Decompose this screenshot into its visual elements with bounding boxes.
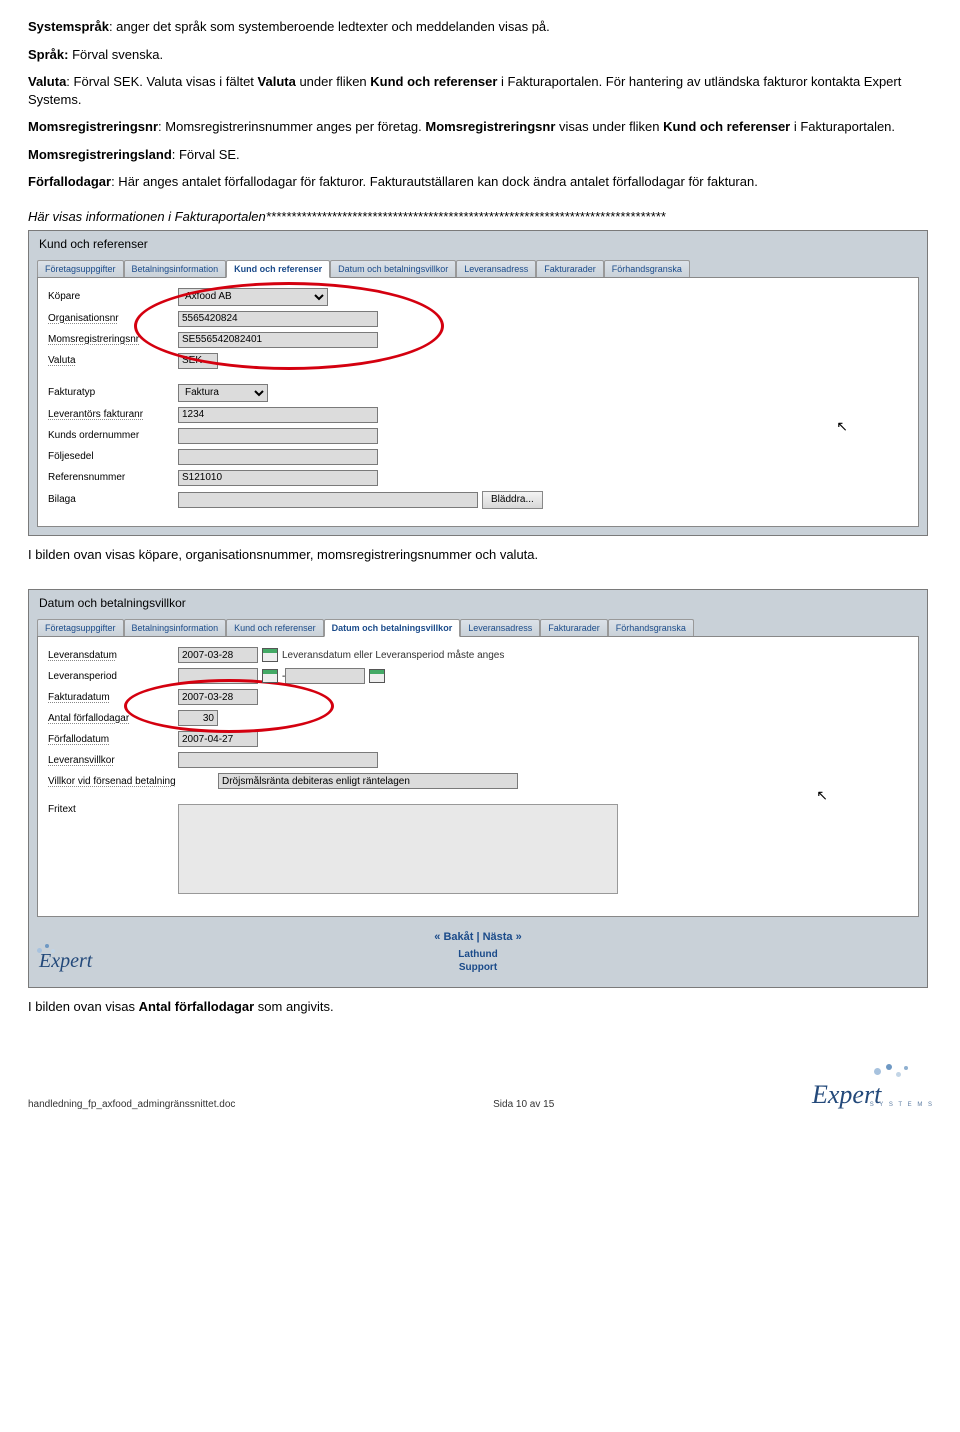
para-momsland: Momsregistreringsland: Förval SE. <box>28 146 932 164</box>
input-levfaktnr[interactable] <box>178 407 378 423</box>
input-valuta[interactable] <box>178 353 218 369</box>
label-refnr: Referensnummer <box>48 472 178 483</box>
page-footer: handledning_fp_axfood_admingränssnittet.… <box>28 1066 932 1110</box>
tab-datum-och-betalningsvillkor[interactable]: Datum och betalningsvillkor <box>324 619 461 637</box>
browse-button[interactable]: Bläddra... <box>482 491 543 509</box>
input-foljesedel[interactable] <box>178 449 378 465</box>
label-valuta: Valuta <box>48 355 178 366</box>
tab-fakturarader[interactable]: Fakturarader <box>536 260 604 277</box>
logo-dot <box>904 1066 908 1070</box>
screenshot-kund-referenser: Kund och referenser FöretagsuppgifterBet… <box>28 230 928 536</box>
tab-företagsuppgifter[interactable]: Företagsuppgifter <box>37 619 124 636</box>
input-orgnr[interactable] <box>178 311 378 327</box>
label-orgnr: Organisationsnr <box>48 313 178 324</box>
input-bilaga[interactable] <box>178 492 478 508</box>
tab-datum-och-betalningsvillkor[interactable]: Datum och betalningsvillkor <box>330 260 456 277</box>
cursor-icon: ↖ <box>836 418 848 435</box>
input-villkorsen[interactable] <box>218 773 518 789</box>
link-lathund[interactable]: Lathund <box>39 949 917 960</box>
tab-förhandsgranska[interactable]: Förhandsgranska <box>604 260 690 277</box>
footer-filename: handledning_fp_axfood_admingränssnittet.… <box>28 1099 235 1110</box>
input-kundord[interactable] <box>178 428 378 444</box>
tab-betalningsinformation[interactable]: Betalningsinformation <box>124 260 227 277</box>
label-momsnr: Momsregistreringsnr <box>48 334 178 345</box>
tab-kund-och-referenser[interactable]: Kund och referenser <box>226 260 330 278</box>
link-support[interactable]: Support <box>39 962 917 973</box>
input-refnr[interactable] <box>178 470 378 486</box>
label-villkorsen: Villkor vid försenad betalning <box>48 776 218 787</box>
expert-logo: Expert <box>39 950 92 973</box>
panel-title: Kund och referenser <box>29 231 927 257</box>
cursor-icon: ↖ <box>816 787 828 804</box>
footer-pagenum: Sida 10 av 15 <box>493 1099 554 1110</box>
tab-kund-och-referenser[interactable]: Kund och referenser <box>226 619 324 636</box>
logo-dot <box>37 948 42 953</box>
para-forfallodagar: Förfallodagar: Här anges antalet förfall… <box>28 173 932 191</box>
input-levdat[interactable] <box>178 647 258 663</box>
panel-footer: Expert « Bakåt | Nästa » Lathund Support <box>29 925 927 981</box>
calendar-icon[interactable] <box>262 669 278 683</box>
caption2: I bilden ovan visas Antal förfallodagar … <box>28 998 932 1016</box>
label-forfall: Förfallodatum <box>48 734 178 745</box>
logo-dot <box>45 944 49 948</box>
tabbar: FöretagsuppgifterBetalningsinformationKu… <box>29 616 927 637</box>
label-levvill: Leveransvillkor <box>48 755 178 766</box>
tabbar: FöretagsuppgifterBetalningsinformationKu… <box>29 257 927 278</box>
label-fakdat: Fakturadatum <box>48 692 178 703</box>
input-levper2[interactable] <box>285 668 365 684</box>
label-kopare: Köpare <box>48 291 178 302</box>
para-sprak: Språk: Förval svenska. <box>28 46 932 64</box>
tab-företagsuppgifter[interactable]: Företagsuppgifter <box>37 260 124 277</box>
label-antal: Antal förfallodagar <box>48 713 178 724</box>
tab-betalningsinformation[interactable]: Betalningsinformation <box>124 619 227 636</box>
input-levper1[interactable] <box>178 668 258 684</box>
nav-links[interactable]: « Bakåt | Nästa » <box>39 931 917 943</box>
tab-förhandsgranska[interactable]: Förhandsgranska <box>608 619 694 636</box>
logo-dot <box>886 1064 892 1070</box>
label-levdat: Leveransdatum <box>48 650 178 661</box>
input-momsnr[interactable] <box>178 332 378 348</box>
separator-line: Här visas informationen i Fakturaportale… <box>28 209 932 224</box>
tab-leveransadress[interactable]: Leveransadress <box>460 619 540 636</box>
input-levvill[interactable] <box>178 752 378 768</box>
label-levfaktnr: Leverantörs fakturanr <box>48 409 178 420</box>
tab-leveransadress[interactable]: Leveransadress <box>456 260 536 277</box>
panel-title: Datum och betalningsvillkor <box>29 590 927 616</box>
label-fritext: Fritext <box>48 804 178 815</box>
screenshot-datum-villkor: Datum och betalningsvillkor Företagsuppg… <box>28 589 928 988</box>
input-fakdat[interactable] <box>178 689 258 705</box>
para-systemsprak: Systemspråk: anger det språk som systemb… <box>28 18 932 36</box>
levdat-hint: Leveransdatum eller Leveransperiod måste… <box>282 650 504 661</box>
panel-body: Leveransdatum Leveransdatum eller Leveran… <box>37 637 919 917</box>
para-momsnr: Momsregistreringsnr: Momsregistrerinsnum… <box>28 118 932 136</box>
calendar-icon[interactable] <box>369 669 385 683</box>
input-antal[interactable] <box>178 710 218 726</box>
input-forfall[interactable] <box>178 731 258 747</box>
label-faktyp: Fakturatyp <box>48 387 178 398</box>
label-levper: Leveransperiod <box>48 671 178 682</box>
expert-logo-large: Expert S Y S T E M S <box>812 1066 932 1110</box>
para-valuta: Valuta: Förval SEK. Valuta visas i fälte… <box>28 73 932 108</box>
select-kopare[interactable]: Axfood AB <box>178 288 328 306</box>
caption1: I bilden ovan visas köpare, organisation… <box>28 546 932 564</box>
label-bilaga: Bilaga <box>48 494 178 505</box>
tab-fakturarader[interactable]: Fakturarader <box>540 619 608 636</box>
textarea-fritext[interactable] <box>178 804 618 894</box>
select-faktyp[interactable]: Faktura <box>178 384 268 402</box>
logo-dot <box>51 949 55 953</box>
logo-dot <box>896 1072 901 1077</box>
calendar-icon[interactable] <box>262 648 278 662</box>
panel-body: KöpareAxfood AB Organisationsnr Momsregi… <box>37 278 919 527</box>
label-kundord: Kunds ordernummer <box>48 430 178 441</box>
label-foljesedel: Följesedel <box>48 451 178 462</box>
logo-subtext: S Y S T E M S <box>870 1102 934 1108</box>
logo-dot <box>874 1068 881 1075</box>
